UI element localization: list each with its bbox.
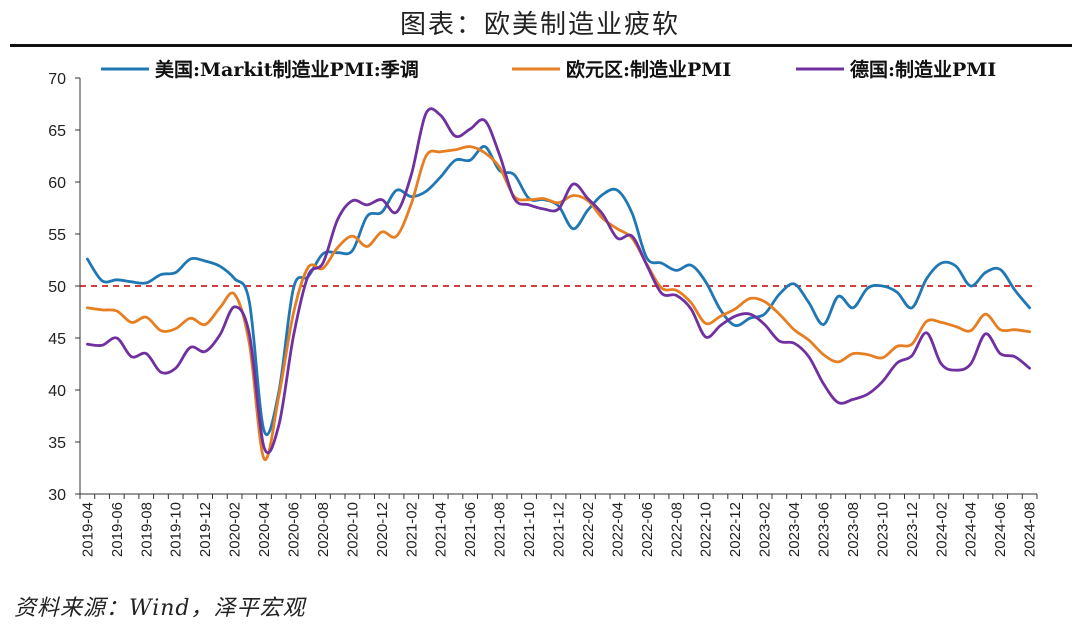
x-tick-label: 2021-06 — [462, 502, 479, 557]
x-tick-label: 2021-04 — [433, 502, 450, 557]
legend-label-germany-pmi: 德国:制造业PMI — [850, 58, 996, 81]
x-tick-label: 2023-02 — [757, 502, 774, 557]
y-tick-label: 40 — [48, 383, 66, 400]
legend-label-eurozone-pmi: 欧元区:制造业PMI — [566, 58, 731, 81]
y-tick-label: 60 — [48, 175, 66, 192]
y-tick-label: 55 — [48, 227, 66, 244]
legend-label-us-markit-pmi: 美国:Markit制造业PMI:季调 — [155, 58, 419, 81]
series-lines — [86, 107, 1031, 462]
x-tick-label: 2023-10 — [874, 502, 891, 557]
y-tick-label: 50 — [48, 279, 66, 296]
legend: 美国:Markit制造业PMI:季调 欧元区:制造业PMI 德国:制造业PMI — [101, 58, 996, 81]
x-tick-label: 2023-12 — [904, 502, 921, 557]
x-tick-label: 2022-02 — [580, 502, 597, 557]
x-tick-label: 2022-10 — [698, 502, 715, 557]
y-tick-label: 70 — [48, 71, 66, 88]
series-line-eurozone-pmi — [86, 145, 1031, 462]
x-tick-label: 2021-10 — [521, 502, 538, 557]
title-divider — [10, 44, 1072, 47]
y-tick-label: 35 — [48, 435, 66, 452]
x-tick-label: 2021-02 — [403, 502, 420, 557]
x-tick-label: 2020-02 — [227, 502, 244, 557]
x-tick-label: 2024-06 — [992, 502, 1009, 557]
x-tick-label: 2020-08 — [315, 502, 332, 557]
x-tick-label: 2023-08 — [845, 502, 862, 557]
x-tick-label: 2019-10 — [168, 502, 185, 557]
x-tick-label: 2019-04 — [79, 502, 96, 557]
x-tick-label: 2024-04 — [963, 502, 980, 557]
x-tick-label: 2023-06 — [816, 502, 833, 557]
source-note: 资料来源：Wind，泽平宏观 — [14, 596, 306, 621]
pmi-line-chart: 30 35 40 45 50 55 60 65 70 2019-04 2019-06 2019-08… — [48, 58, 1039, 557]
chart-title: 图表：欧美制造业疲软 — [399, 10, 680, 40]
x-tick-label: 2020-10 — [344, 502, 361, 557]
series-line-us-markit-pmi — [86, 145, 1031, 436]
x-tick-label: 2022-06 — [639, 502, 656, 557]
x-tick-label: 2020-04 — [256, 502, 273, 557]
y-tick-label: 65 — [48, 123, 66, 140]
x-tick-label: 2023-04 — [786, 502, 803, 557]
x-tick-label: 2022-12 — [727, 502, 744, 557]
x-tick-label: 2022-08 — [668, 502, 685, 557]
series-line-germany-pmi — [86, 107, 1031, 455]
x-tick-label: 2019-12 — [197, 502, 214, 557]
x-axis: 2019-04 2019-06 2019-08 2019-10 2019-12 2020-… — [79, 493, 1039, 557]
y-tick-label: 30 — [48, 487, 66, 504]
x-tick-label: 2022-04 — [609, 502, 626, 557]
y-tick-label: 45 — [48, 331, 66, 348]
x-tick-label: 2024-08 — [1022, 502, 1039, 557]
x-tick-label: 2019-06 — [109, 502, 126, 557]
x-tick-label: 2019-08 — [138, 502, 155, 557]
x-tick-label: 2021-12 — [551, 502, 568, 557]
x-tick-label: 2021-08 — [492, 502, 509, 557]
x-tick-label: 2020-06 — [285, 502, 302, 557]
x-tick-label: 2020-12 — [374, 502, 391, 557]
x-tick-label: 2024-02 — [933, 502, 950, 557]
y-axis: 30 35 40 45 50 55 60 65 70 — [48, 71, 81, 504]
